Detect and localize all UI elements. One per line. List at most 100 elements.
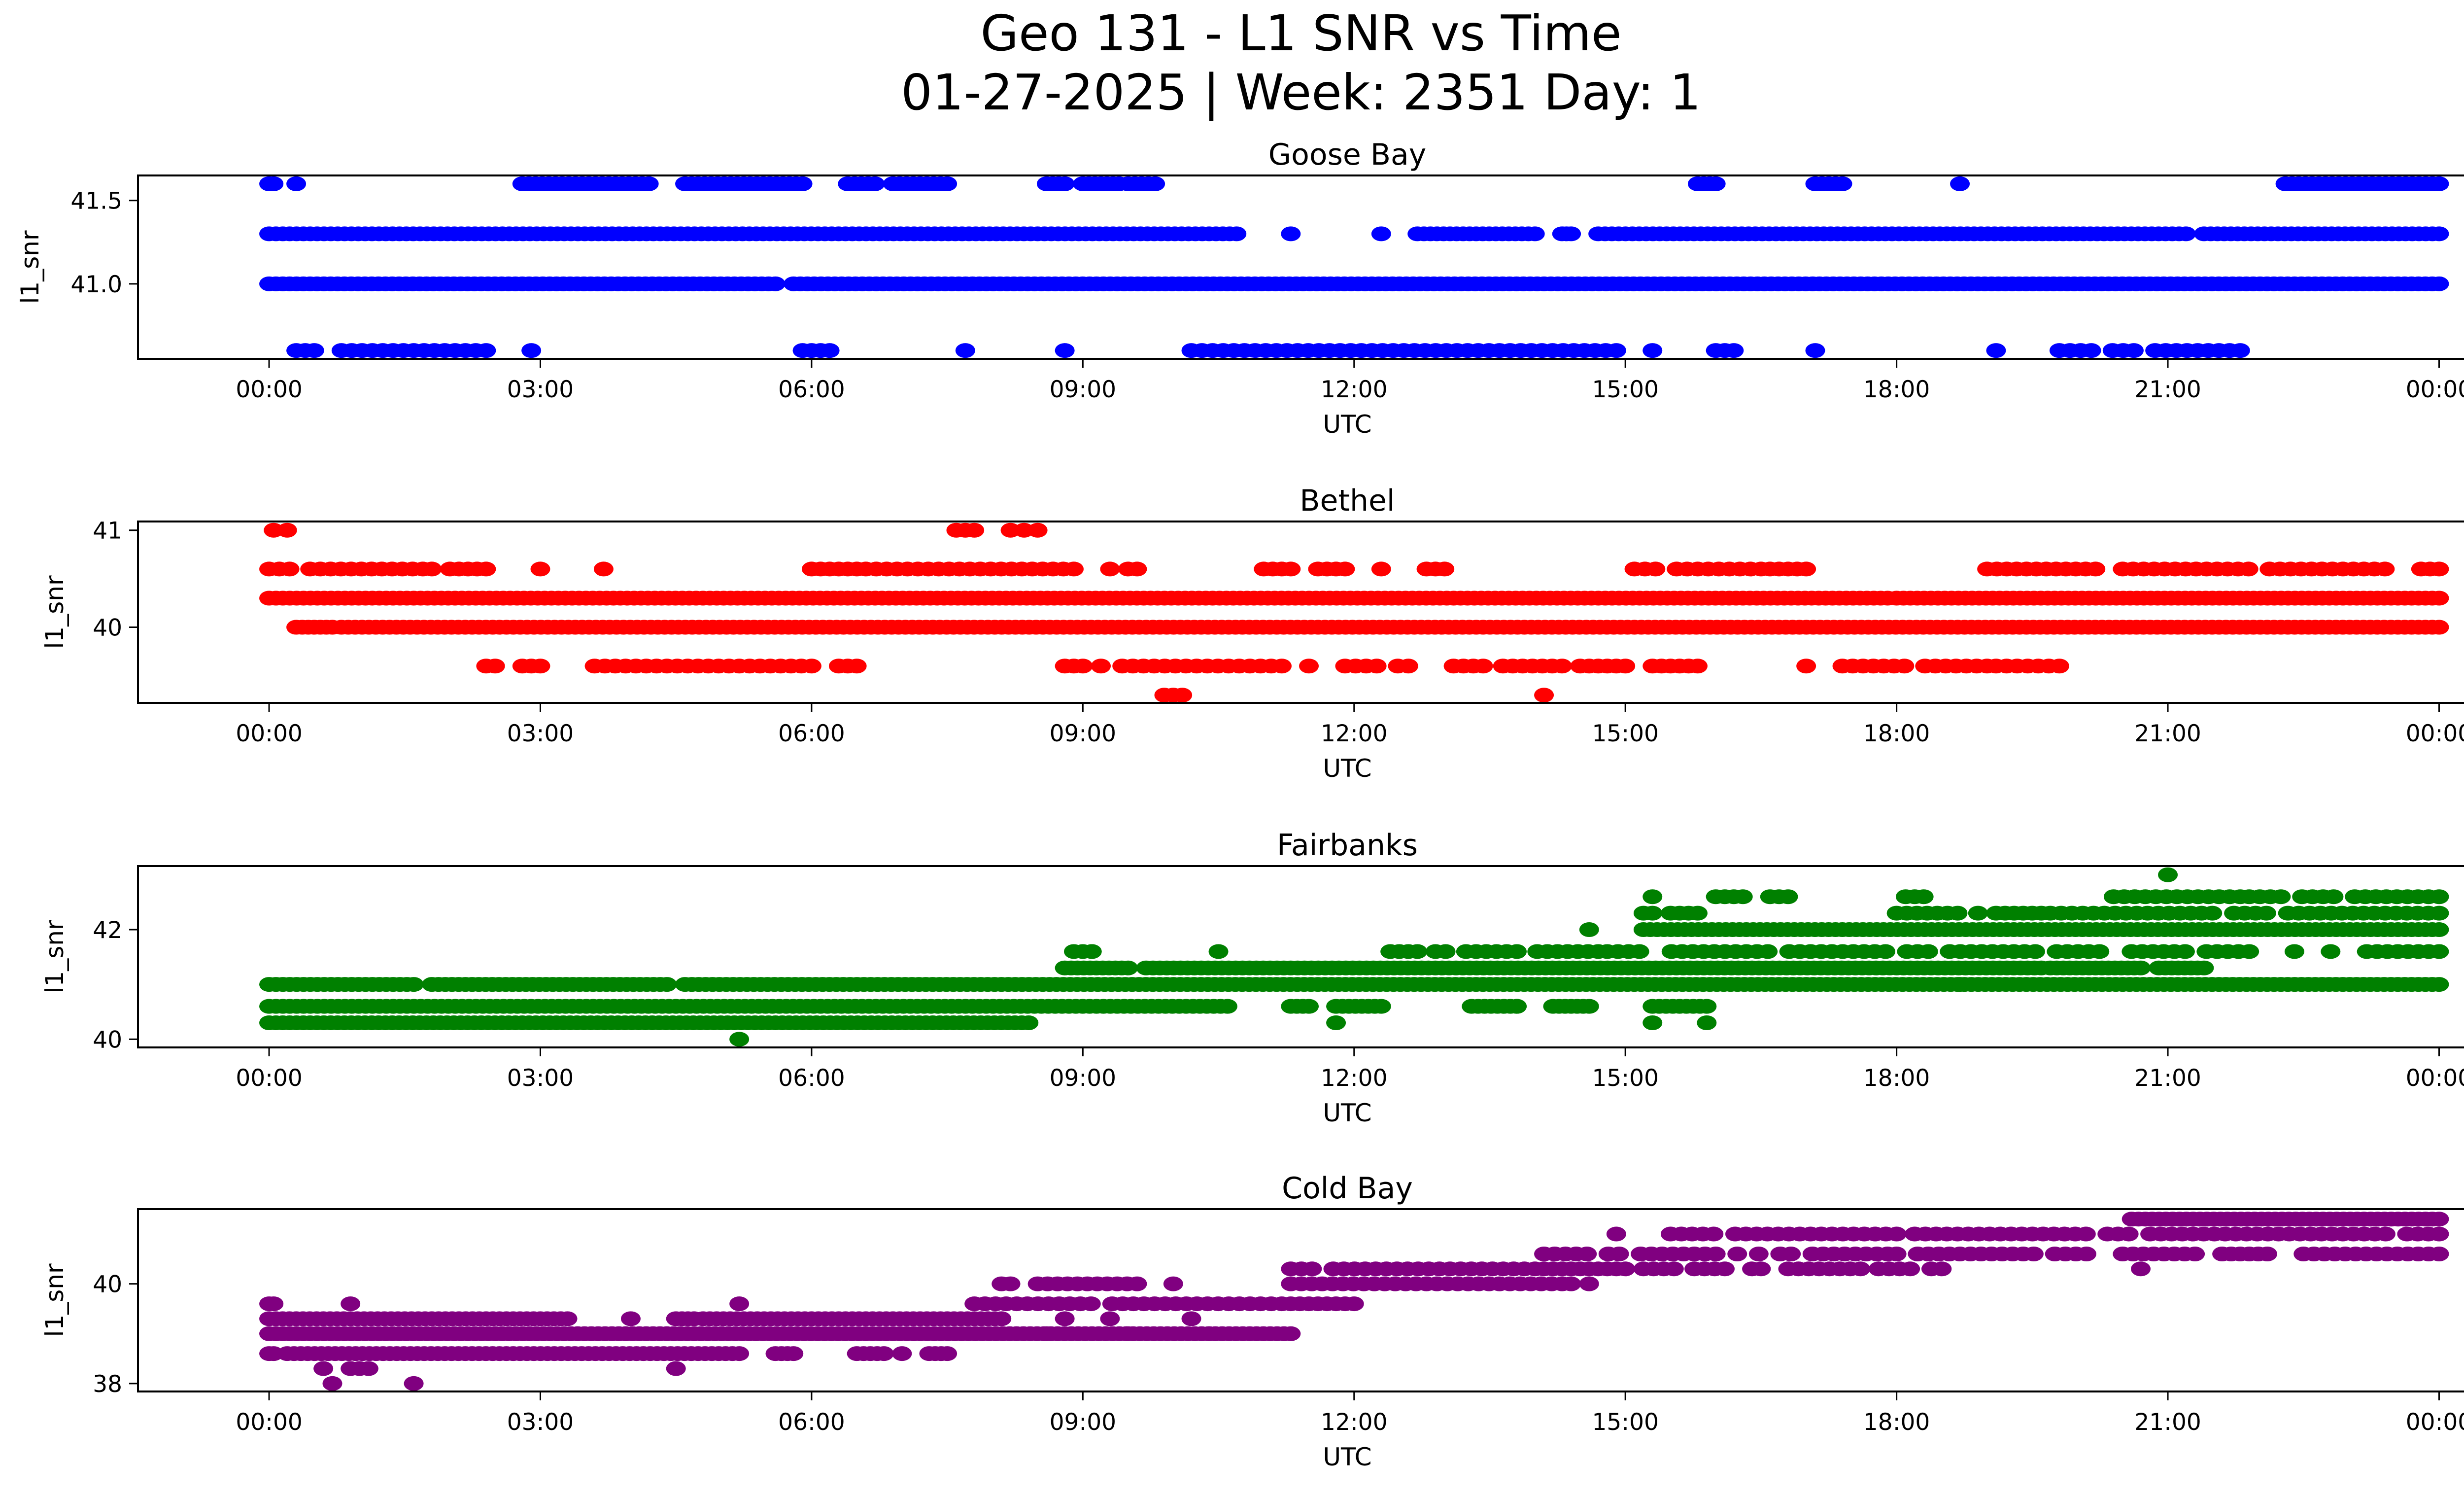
data-point bbox=[1281, 226, 1301, 242]
scatter-points bbox=[259, 176, 2449, 358]
x-tick-label: 00:00 bbox=[236, 1065, 302, 1092]
x-tick-label: 00:00 bbox=[2406, 1065, 2464, 1092]
data-point bbox=[313, 1361, 334, 1376]
data-point bbox=[1748, 1246, 1769, 1261]
x-tick-label: 00:00 bbox=[2406, 376, 2464, 403]
data-point bbox=[1063, 561, 1084, 577]
figure-subtitle: 01-27-2025 | Week: 2351 Day: 1 bbox=[901, 64, 1701, 121]
data-point bbox=[1371, 226, 1391, 242]
data-point bbox=[657, 977, 677, 992]
data-point bbox=[729, 1346, 750, 1361]
data-point bbox=[1100, 561, 1120, 577]
data-point bbox=[1435, 561, 1455, 577]
data-point bbox=[1055, 343, 1075, 358]
data-point bbox=[1082, 944, 1102, 959]
data-point bbox=[1561, 1276, 1581, 1291]
data-point bbox=[1894, 659, 1915, 674]
x-tick-label: 06:00 bbox=[778, 1409, 845, 1436]
y-tick-label: 40 bbox=[93, 1271, 122, 1298]
data-point bbox=[639, 176, 659, 191]
x-tick-label: 21:00 bbox=[2134, 376, 2201, 403]
scatter-points bbox=[259, 867, 2449, 1047]
data-point bbox=[1796, 561, 1816, 577]
data-point bbox=[1436, 944, 1456, 959]
panel-goose-bay: Goose Bay 00:00 03:00 06:00 09:00 12:00 15:00 1… bbox=[16, 138, 2464, 439]
data-point bbox=[666, 1361, 686, 1376]
x-tick-label: 03:00 bbox=[507, 1409, 574, 1436]
x-tick-label: 00:00 bbox=[2406, 1409, 2464, 1436]
x-tick-label: 18:00 bbox=[1863, 1065, 1930, 1092]
data-point bbox=[2256, 905, 2276, 921]
data-point bbox=[2375, 1226, 2396, 1242]
data-point bbox=[2321, 944, 2341, 959]
data-point bbox=[1615, 659, 1636, 674]
data-point bbox=[1850, 1261, 1871, 1277]
axes-frame bbox=[137, 865, 2464, 1048]
panel-bethel: Bethel 00:00 03:00 06:00 09:00 12:00 15:00 18:0… bbox=[40, 484, 2464, 783]
data-point bbox=[955, 343, 975, 358]
data-point bbox=[1918, 944, 1938, 959]
data-point bbox=[2429, 889, 2449, 904]
data-point bbox=[1227, 226, 1247, 242]
data-point bbox=[1577, 1246, 1597, 1261]
x-tick-label: 00:00 bbox=[236, 720, 302, 747]
y-tick-label: 38 bbox=[93, 1371, 122, 1398]
data-point bbox=[2429, 561, 2449, 577]
data-point bbox=[1036, 1326, 1057, 1341]
data-point bbox=[2176, 226, 2196, 242]
data-point bbox=[1643, 1015, 1663, 1030]
data-point bbox=[1697, 999, 1717, 1014]
data-point bbox=[1473, 659, 1493, 674]
data-point bbox=[1145, 176, 1165, 191]
x-tick-label: 12:00 bbox=[1321, 1409, 1387, 1436]
data-point bbox=[2023, 1246, 2044, 1261]
data-point bbox=[2123, 343, 2144, 358]
y-tick-label: 40 bbox=[93, 615, 122, 642]
x-tick-label: 03:00 bbox=[507, 376, 574, 403]
data-point bbox=[2257, 1246, 2277, 1261]
x-tick-label: 15:00 bbox=[1592, 720, 1658, 747]
data-point bbox=[729, 1032, 750, 1047]
data-point bbox=[2429, 922, 2449, 937]
x-tick-label: 03:00 bbox=[507, 1065, 574, 1092]
data-point bbox=[557, 1311, 578, 1326]
data-point bbox=[1507, 999, 1527, 1014]
axes-frame bbox=[137, 174, 2464, 360]
data-point bbox=[1000, 1276, 1021, 1291]
data-point bbox=[2429, 1226, 2449, 1242]
y-axis-label: l1_snr bbox=[40, 1263, 69, 1337]
data-point bbox=[2429, 591, 2449, 606]
x-tick-label: 21:00 bbox=[2134, 1065, 2201, 1092]
data-point bbox=[2119, 1226, 2139, 1242]
data-point bbox=[1733, 889, 1753, 904]
data-point bbox=[1163, 1276, 1183, 1291]
data-point bbox=[1900, 1261, 1920, 1277]
x-tick-label: 06:00 bbox=[778, 720, 845, 747]
data-point bbox=[1706, 176, 1726, 191]
data-point bbox=[1875, 944, 1895, 959]
data-point bbox=[1778, 889, 1798, 904]
data-point bbox=[1758, 944, 1778, 959]
data-point bbox=[476, 561, 496, 577]
data-point bbox=[2194, 960, 2214, 975]
data-point bbox=[892, 1346, 912, 1361]
axes-frame bbox=[137, 1208, 2464, 1392]
data-point bbox=[1019, 1015, 1039, 1030]
data-point bbox=[2429, 1212, 2449, 1227]
x-tick-label: 18:00 bbox=[1863, 376, 1930, 403]
data-point bbox=[1832, 176, 1852, 191]
x-tick-label: 15:00 bbox=[1592, 1409, 1658, 1436]
x-tick-label: 09:00 bbox=[1050, 376, 1116, 403]
data-point bbox=[1697, 1015, 1717, 1030]
data-point bbox=[2238, 561, 2259, 577]
data-point bbox=[2429, 977, 2449, 992]
data-point bbox=[1986, 343, 2006, 358]
data-point bbox=[1886, 1226, 1907, 1242]
data-point bbox=[1687, 905, 1708, 921]
data-point bbox=[1217, 999, 1237, 1014]
x-tick-label: 18:00 bbox=[1863, 720, 1930, 747]
data-point bbox=[1302, 1261, 1322, 1277]
data-point bbox=[1118, 960, 1138, 975]
data-point bbox=[847, 659, 867, 674]
